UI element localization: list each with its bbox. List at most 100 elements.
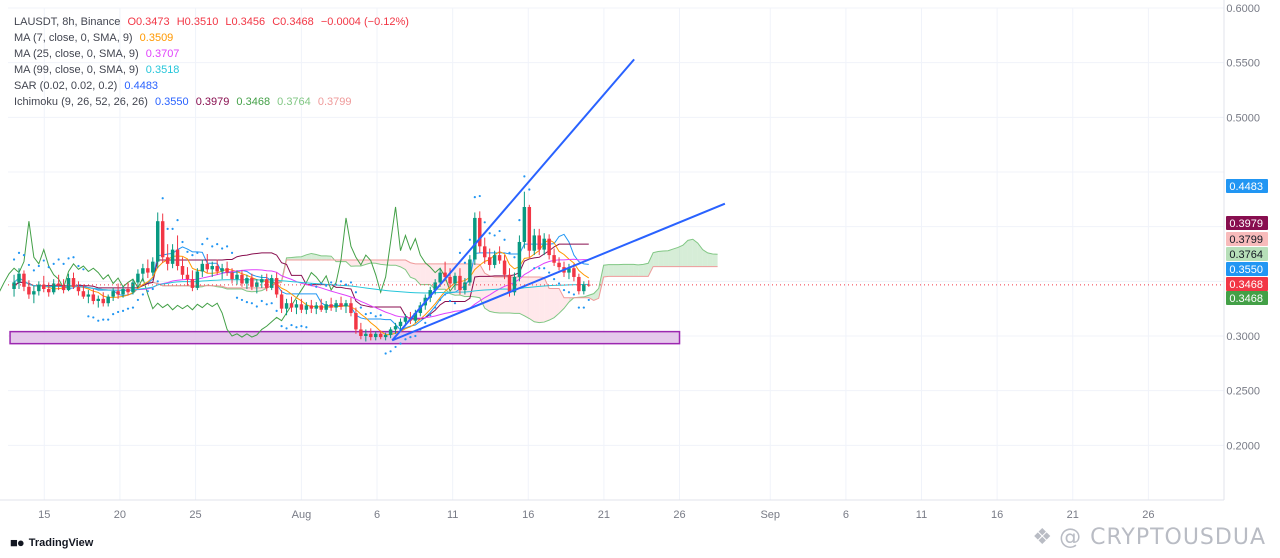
cloud-segment bbox=[380, 260, 386, 265]
price-tick-label: 0.3000 bbox=[1226, 331, 1260, 343]
sar-dot bbox=[235, 296, 239, 299]
candle-body bbox=[12, 282, 16, 289]
sar-dot bbox=[379, 314, 382, 317]
sar-dot bbox=[221, 247, 224, 250]
candle-body bbox=[458, 275, 462, 291]
candle-body bbox=[393, 326, 398, 330]
time-tick-label: 16 bbox=[522, 509, 534, 521]
candle-body bbox=[66, 278, 71, 291]
candle-body bbox=[210, 266, 214, 270]
legend-ma99[interactable]: MA (99, close, 0, SMA, 9) 0.3518 bbox=[14, 62, 413, 78]
candle-body bbox=[250, 278, 254, 287]
candles bbox=[12, 191, 591, 342]
candle-body bbox=[71, 278, 76, 287]
ma99-label: MA (99, close, 0, SMA, 9) bbox=[14, 64, 139, 76]
time-tick-label: 20 bbox=[114, 509, 126, 521]
cloud-segment bbox=[405, 260, 411, 278]
candle-body bbox=[96, 298, 101, 302]
candle-body bbox=[121, 288, 125, 295]
candle-body bbox=[225, 268, 229, 273]
candle-body bbox=[577, 276, 581, 292]
candle-body bbox=[319, 305, 323, 310]
price-axis-label-text: 0.3468 bbox=[1229, 293, 1263, 305]
price-axis-label-bg bbox=[1226, 247, 1268, 261]
candle-body bbox=[56, 283, 61, 286]
sar-dot bbox=[518, 219, 521, 222]
price-axis-label: 0.3764 bbox=[1226, 247, 1268, 261]
candle-body bbox=[478, 217, 482, 247]
sar-dot bbox=[488, 232, 491, 235]
legend-ma25[interactable]: MA (25, close, 0, SMA, 9) 0.3707 bbox=[14, 46, 413, 62]
candle-body bbox=[126, 288, 130, 293]
legend-sar[interactable]: SAR (0.02, 0.02, 0.2) 0.4483 bbox=[14, 78, 413, 94]
cloud-segment bbox=[692, 239, 698, 267]
candle-body bbox=[398, 321, 403, 327]
price-tick-label: 0.5500 bbox=[1226, 58, 1260, 70]
candle-body bbox=[264, 279, 269, 288]
sar-dot bbox=[62, 262, 65, 265]
sar-dot bbox=[42, 259, 45, 262]
candle-body bbox=[81, 291, 86, 297]
cloud-segment bbox=[544, 277, 550, 323]
cloud-segment bbox=[658, 250, 664, 267]
price-axis-label-bg bbox=[1226, 216, 1268, 230]
candle-body bbox=[240, 274, 244, 284]
sar-dot bbox=[463, 261, 467, 264]
sar-dot bbox=[448, 299, 452, 303]
candle-body bbox=[359, 329, 363, 336]
sar-dot bbox=[72, 256, 75, 259]
candle-body bbox=[378, 333, 383, 338]
low-value: L0.3456 bbox=[225, 16, 266, 28]
tradingview-brand[interactable]: ■● TradingView bbox=[10, 535, 93, 550]
sar-dot bbox=[572, 293, 576, 296]
sar-dot bbox=[453, 302, 457, 305]
time-tick-label: 11 bbox=[447, 509, 458, 521]
sar-dot bbox=[265, 303, 268, 306]
candle-body bbox=[215, 266, 219, 272]
symbol-title[interactable]: LAUSDT, 8h, Binance bbox=[14, 16, 121, 28]
candle-body bbox=[418, 305, 423, 314]
sar-dot bbox=[97, 319, 100, 322]
candle-body bbox=[51, 283, 56, 293]
cloud-segment bbox=[603, 264, 609, 277]
sar-dot bbox=[330, 281, 333, 284]
time-tick-label: 11 bbox=[916, 509, 927, 521]
close-value: C0.3468 bbox=[272, 16, 314, 28]
sar-label: SAR (0.02, 0.02, 0.2) bbox=[14, 80, 118, 92]
sar-dot bbox=[394, 345, 397, 349]
candle-body bbox=[388, 329, 393, 335]
sar-dot bbox=[47, 266, 50, 269]
sar-dot bbox=[557, 282, 561, 285]
cloud-segment bbox=[677, 245, 683, 267]
price-axis-label: 0.4483 bbox=[1226, 179, 1268, 193]
sar-dot bbox=[87, 315, 90, 318]
sar-dot bbox=[434, 306, 437, 309]
price-tick-label: 0.2000 bbox=[1226, 440, 1260, 452]
sar-dot bbox=[429, 314, 432, 317]
time-tick-label: 6 bbox=[374, 509, 380, 521]
chart-legend: LAUSDT, 8h, Binance O0.3473 H0.3510 L0.3… bbox=[14, 14, 413, 110]
sar-dot bbox=[37, 264, 40, 268]
sar-dot bbox=[201, 243, 204, 246]
candle-body bbox=[517, 241, 522, 277]
legend-ma7[interactable]: MA (7, close, 0, SMA, 9) 0.3509 bbox=[14, 30, 413, 46]
sar-dot bbox=[250, 302, 253, 305]
sar-dot bbox=[577, 306, 580, 309]
cloud-segment bbox=[682, 240, 688, 267]
sar-dot bbox=[102, 318, 105, 321]
support-zone bbox=[9, 330, 681, 345]
candle-body bbox=[180, 266, 185, 275]
sar-dot bbox=[508, 251, 511, 255]
sar-dot bbox=[359, 306, 362, 309]
candle-body bbox=[131, 282, 135, 293]
time-tick-label: Aug bbox=[292, 509, 312, 521]
candle-body bbox=[91, 294, 96, 302]
cloud-segment bbox=[321, 255, 327, 261]
sar-dot bbox=[22, 253, 26, 257]
sar-dot bbox=[107, 318, 110, 321]
trendline-2 bbox=[391, 202, 726, 342]
sar-dot bbox=[82, 268, 85, 271]
legend-ichimoku[interactable]: Ichimoku (9, 26, 52, 26, 26) 0.3550 0.39… bbox=[14, 94, 413, 110]
